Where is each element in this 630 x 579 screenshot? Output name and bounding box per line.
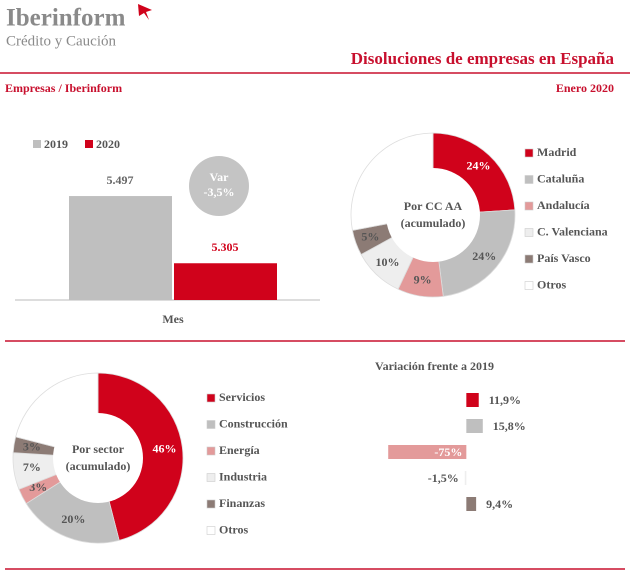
legend-swatch — [524, 201, 534, 211]
var-bubble — [189, 156, 249, 216]
value-label: -1,5% — [428, 471, 459, 485]
legend-swatch — [524, 254, 534, 264]
bar — [466, 419, 483, 433]
value-label: 15,8% — [493, 419, 526, 433]
legend-label: Otros — [219, 522, 248, 536]
source: Empresas / Iberinform — [5, 81, 122, 95]
legend-label: Madrid — [537, 145, 577, 159]
center-label: Por sector — [72, 442, 125, 456]
slice-label: 5% — [361, 229, 379, 243]
legend-label: 2019 — [44, 137, 68, 151]
legend-swatch — [206, 499, 216, 509]
legend-swatch — [524, 281, 534, 290]
legend-label: Otros — [537, 277, 566, 291]
center-label: (acumulado) — [401, 216, 466, 230]
slice-label: 46% — [152, 441, 176, 455]
legend-swatch — [206, 526, 216, 535]
date: Enero 2020 — [556, 81, 614, 95]
bar — [466, 497, 477, 511]
brand: Iberinform — [6, 5, 126, 32]
legend-label: Energía — [219, 443, 260, 457]
legend-swatch — [206, 420, 216, 429]
legend-swatch — [85, 140, 93, 148]
category-label: Mes — [162, 312, 184, 326]
slice-label: 7% — [23, 460, 41, 474]
slice-label: 10% — [375, 255, 399, 269]
legend-label: Andalucía — [537, 198, 590, 212]
legend-swatch — [524, 148, 534, 158]
slice-label: 24% — [472, 249, 496, 263]
page-title: Disoluciones de empresas en España — [351, 49, 615, 68]
bar — [464, 471, 467, 485]
legend-label: Finanzas — [219, 496, 265, 510]
slice-label: 3% — [23, 439, 41, 453]
bar — [69, 196, 172, 300]
bar — [466, 393, 479, 407]
legend-label: País Vasco — [537, 251, 591, 265]
value-label: 9,4% — [486, 497, 513, 511]
value-label: 5.305 — [212, 240, 239, 254]
legend-swatch — [206, 393, 216, 403]
brand-sub: Crédito y Caución — [6, 33, 116, 49]
legend-label: Servicios — [219, 390, 265, 404]
value-label: -75% — [434, 445, 462, 459]
slice-label: 20% — [61, 512, 85, 526]
donut-hole — [53, 413, 143, 503]
value-label: 11,9% — [489, 393, 521, 407]
center-label: (acumulado) — [66, 459, 131, 473]
value-label: 5.497 — [107, 173, 134, 187]
slice-label: 24% — [467, 158, 491, 172]
donut-hole — [386, 168, 480, 262]
center-label: Por CC AA — [404, 199, 463, 213]
bar — [388, 445, 467, 459]
annotation: Var — [210, 170, 230, 184]
annotation: -3,5% — [204, 185, 235, 199]
hbar-title: Variación frente a 2019 — [375, 359, 494, 373]
legend-swatch — [524, 175, 534, 184]
legend-label: Industria — [219, 469, 267, 483]
legend-swatch — [33, 140, 41, 148]
legend-label: Construcción — [219, 416, 288, 430]
logo-mark — [138, 4, 152, 20]
bar — [174, 263, 277, 300]
legend-label: 2020 — [96, 137, 120, 151]
legend-label: Cataluña — [537, 171, 584, 185]
slice-label: 9% — [414, 272, 432, 286]
legend-swatch — [524, 228, 534, 237]
legend-swatch — [206, 473, 216, 482]
legend-label: C. Valenciana — [537, 224, 608, 238]
legend-swatch — [206, 446, 216, 456]
